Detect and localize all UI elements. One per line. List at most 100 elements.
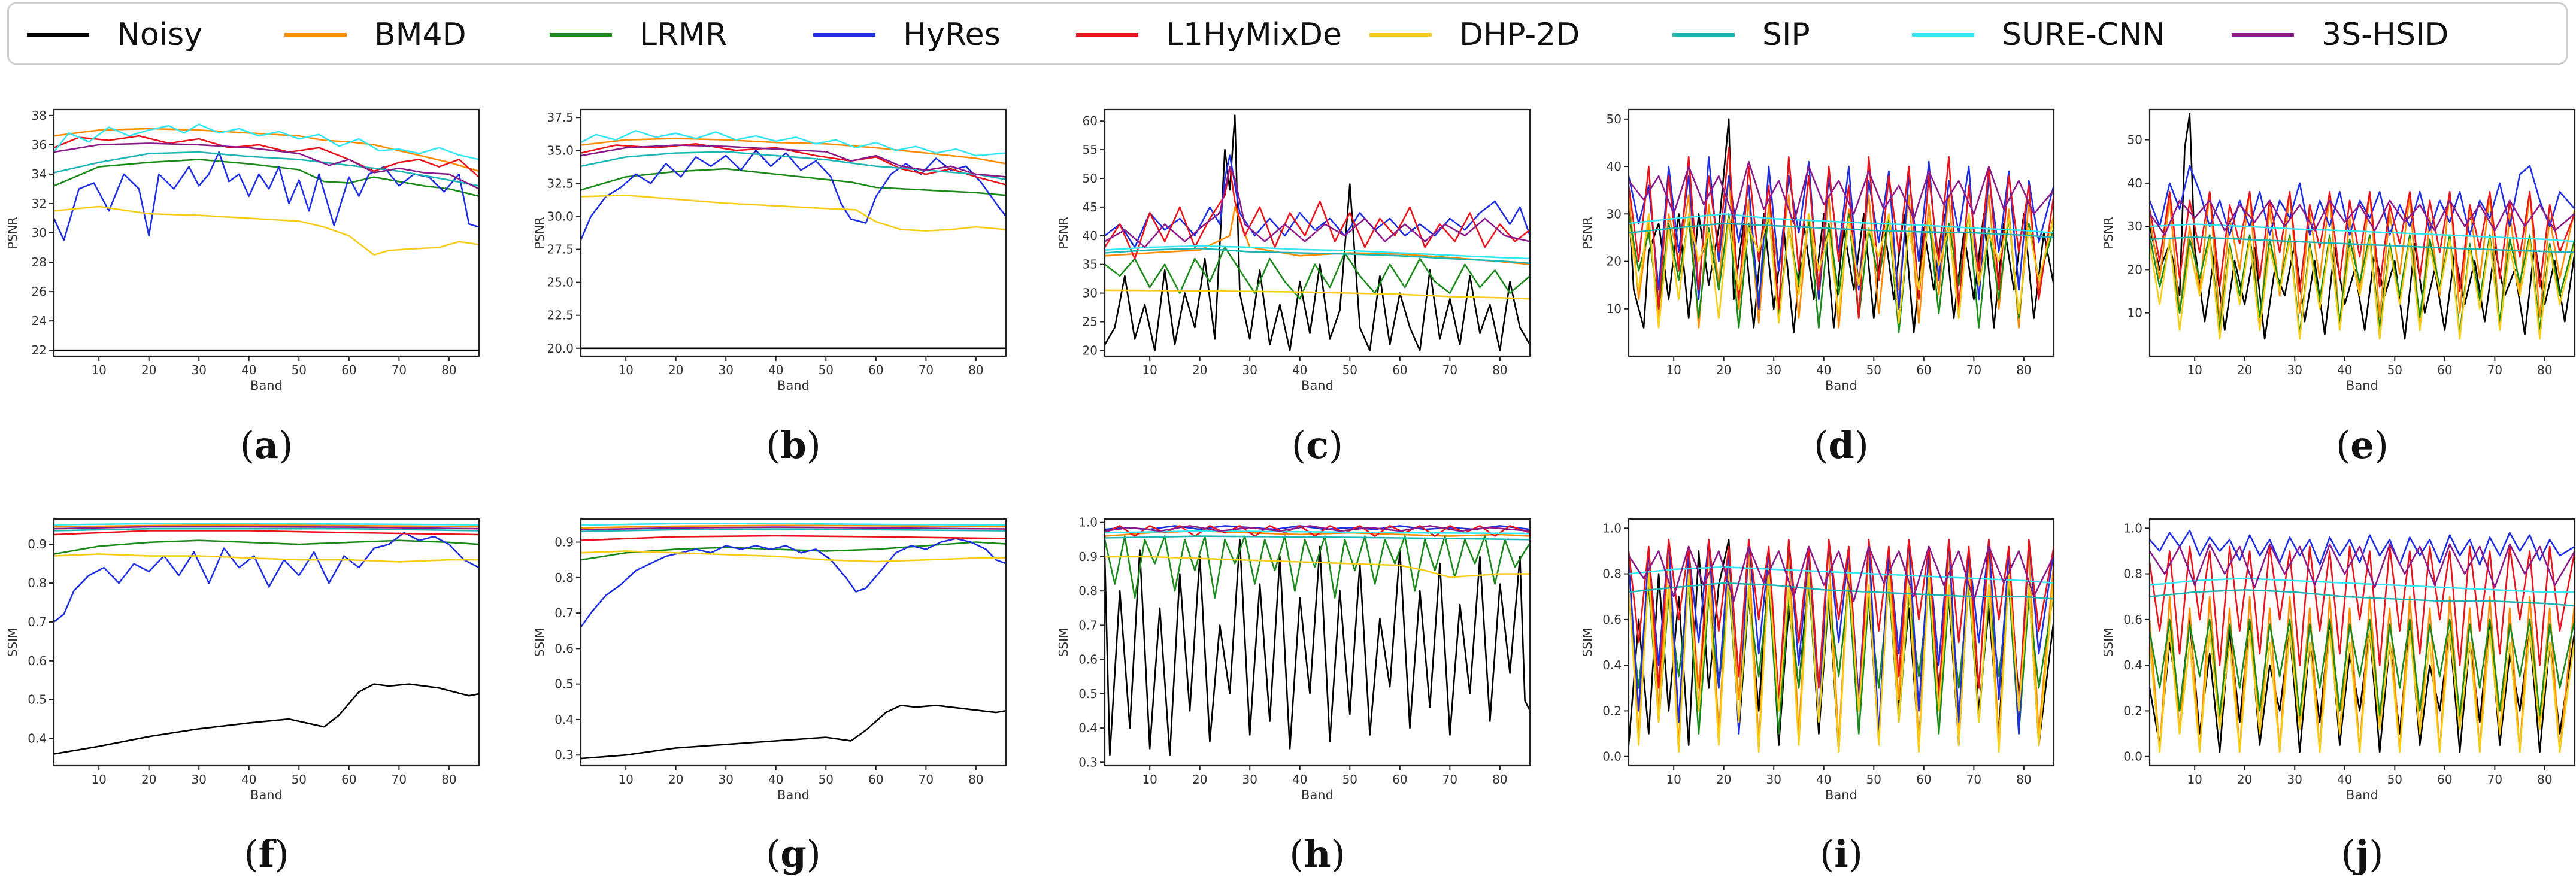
- plot-frame-d: [1628, 108, 2055, 357]
- y-tick-label: 0.0: [1602, 750, 1622, 764]
- x-tick-label: 30: [1242, 772, 1257, 787]
- x-tick-label: 60: [868, 363, 883, 377]
- series-line-sip-b: [581, 151, 1006, 181]
- panel-caption-g: (g): [766, 832, 821, 876]
- series-line-dhp-2d-h: [1105, 556, 1530, 578]
- series-line-l1hymixde-g: [581, 535, 1006, 541]
- y-axis-label-j: SSIM: [2101, 628, 2116, 657]
- x-tick-label: 60: [868, 772, 883, 787]
- series-line-bm4d-b: [581, 138, 1006, 165]
- y-tick-label: 0.5: [554, 677, 574, 691]
- x-tick-label: 30: [1766, 363, 1781, 377]
- y-tick-label: 0.6: [28, 654, 47, 668]
- y-tick-label: 0.9: [28, 537, 47, 551]
- x-tick-label: 50: [819, 772, 834, 787]
- x-tick-label: 20: [1192, 363, 1207, 377]
- x-tick-label: 50: [1342, 772, 1357, 787]
- series-line-sip-i: [1629, 582, 2054, 600]
- y-tick-label: 0.9: [554, 535, 574, 550]
- x-tick-label: 60: [2437, 772, 2452, 787]
- x-tick-label: 80: [1492, 772, 1507, 787]
- y-tick-label: 0.3: [554, 748, 574, 762]
- plot-frame-h: [1104, 518, 1531, 767]
- x-tick-label: 30: [192, 772, 207, 787]
- x-tick-label: 50: [292, 772, 307, 787]
- y-tick-label: 36: [32, 138, 47, 152]
- series-line-3s-hsid-b: [581, 144, 1006, 178]
- series-line-l1hymixde-b: [581, 143, 1006, 186]
- y-tick-label: 25: [1083, 315, 1098, 329]
- x-tick-label: 80: [2537, 363, 2552, 377]
- x-tick-label: 40: [241, 772, 256, 787]
- series-line-3s-hsid-a: [54, 142, 479, 190]
- series-line-bm4d-c: [1105, 206, 1530, 265]
- x-axis-label-f: Band: [250, 788, 283, 802]
- y-axis-label-f: SSIM: [5, 628, 20, 657]
- y-tick-label: 28: [32, 255, 47, 269]
- y-tick-label: 45: [1083, 200, 1098, 214]
- y-tick-label: 0.5: [1078, 687, 1098, 701]
- panel-caption-f: (f): [244, 832, 289, 876]
- series-line-noisy-d: [1629, 118, 2054, 333]
- series-line-dhp-2d-g: [581, 550, 1006, 563]
- x-tick-label: 50: [819, 363, 834, 377]
- x-tick-label: 40: [768, 772, 783, 787]
- legend-label-bm4d: BM4D: [374, 17, 466, 53]
- series-line-l1hymixde-j: [2150, 545, 2575, 666]
- x-tick-label: 10: [91, 772, 106, 787]
- x-tick-label: 50: [2387, 363, 2402, 377]
- x-tick-label: 80: [441, 363, 456, 377]
- legend-box: [7, 2, 2568, 65]
- y-tick-label: 40: [1083, 229, 1098, 243]
- x-tick-label: 50: [1866, 363, 1881, 377]
- x-tick-label: 70: [1966, 363, 1981, 377]
- y-tick-label: 20: [2128, 262, 2142, 277]
- plot-frame-b: [580, 108, 1007, 357]
- series-line-sure-cnn-c: [1105, 245, 1530, 260]
- x-axis-label-g: Band: [777, 788, 810, 802]
- x-tick-label: 30: [719, 772, 734, 787]
- y-tick-label: 37.5: [547, 110, 574, 125]
- y-tick-label: 0.4: [2123, 658, 2142, 672]
- panel-caption-h: (h): [1289, 832, 1345, 876]
- series-line-sip-e: [2150, 236, 2575, 253]
- y-tick-label: 20.0: [547, 341, 574, 356]
- x-tick-label: 10: [618, 363, 633, 377]
- series-line-dhp-2d-b: [581, 194, 1006, 232]
- y-tick-label: 40: [1607, 159, 1622, 174]
- legend-label-hyres: HyRes: [903, 17, 1001, 53]
- x-tick-label: 30: [1766, 772, 1781, 787]
- y-tick-label: 22: [32, 343, 47, 357]
- x-tick-label: 20: [668, 363, 683, 377]
- x-tick-label: 40: [1292, 363, 1307, 377]
- y-tick-label: 0.8: [554, 571, 574, 585]
- series-line-l1hymixde-f: [54, 530, 479, 536]
- y-tick-label: 50: [1083, 171, 1098, 186]
- series-line-l1hymixde-c: [1105, 166, 1530, 260]
- y-tick-label: 0.7: [28, 615, 47, 629]
- series-line-bm4d-f: [54, 524, 479, 528]
- plot-frame-g: [580, 518, 1007, 767]
- y-axis-label-c: PSNR: [1056, 217, 1071, 249]
- x-tick-label: 10: [1142, 772, 1157, 787]
- series-line-hyres-e: [2150, 165, 2575, 236]
- x-tick-label: 20: [141, 772, 156, 787]
- y-tick-label: 0.0: [2123, 750, 2142, 764]
- series-line-hyres-a: [54, 151, 479, 241]
- y-tick-label: 40: [2128, 176, 2142, 190]
- y-axis-label-b: PSNR: [532, 217, 547, 249]
- plot-frame-i: [1628, 518, 2055, 767]
- y-tick-label: 0.8: [28, 576, 47, 590]
- y-tick-label: 0.6: [2123, 612, 2142, 627]
- x-axis-label-c: Band: [1301, 378, 1334, 393]
- x-tick-label: 20: [1192, 772, 1207, 787]
- x-axis-label-d: Band: [1825, 378, 1857, 393]
- x-axis-label-i: Band: [1825, 788, 1857, 802]
- series-line-sure-cnn-b: [581, 130, 1006, 157]
- y-tick-label: 30: [32, 226, 47, 240]
- x-tick-label: 70: [919, 363, 934, 377]
- series-line-dhp-2d-f: [54, 553, 479, 563]
- x-tick-label: 50: [1342, 363, 1357, 377]
- y-axis-label-g: SSIM: [532, 628, 547, 657]
- series-line-sure-cnn-f: [54, 523, 479, 526]
